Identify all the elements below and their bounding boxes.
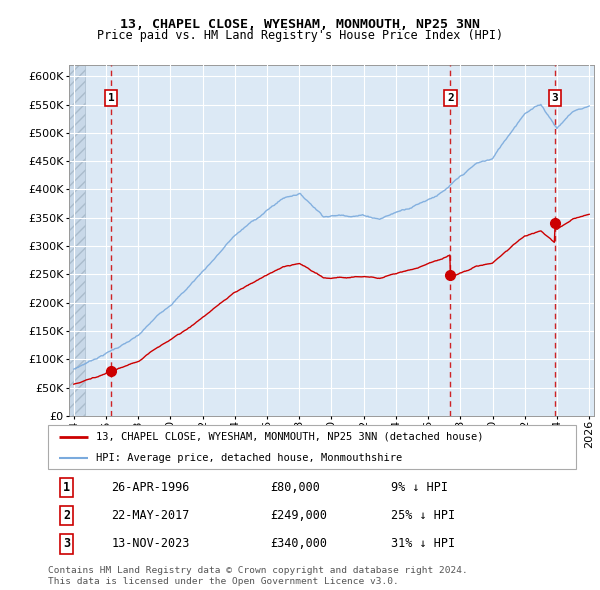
Text: 2: 2 — [63, 509, 70, 522]
Text: 26-APR-1996: 26-APR-1996 — [112, 481, 190, 494]
Text: £80,000: £80,000 — [270, 481, 320, 494]
Text: £249,000: £249,000 — [270, 509, 327, 522]
Text: 13, CHAPEL CLOSE, WYESHAM, MONMOUTH, NP25 3NN (detached house): 13, CHAPEL CLOSE, WYESHAM, MONMOUTH, NP2… — [95, 432, 483, 442]
Text: 31% ↓ HPI: 31% ↓ HPI — [391, 537, 455, 550]
Text: Contains HM Land Registry data © Crown copyright and database right 2024.
This d: Contains HM Land Registry data © Crown c… — [48, 566, 468, 586]
Text: HPI: Average price, detached house, Monmouthshire: HPI: Average price, detached house, Monm… — [95, 453, 402, 463]
Text: 22-MAY-2017: 22-MAY-2017 — [112, 509, 190, 522]
Text: Price paid vs. HM Land Registry's House Price Index (HPI): Price paid vs. HM Land Registry's House … — [97, 30, 503, 42]
Text: 1: 1 — [108, 93, 115, 103]
Text: 9% ↓ HPI: 9% ↓ HPI — [391, 481, 448, 494]
Bar — [69, 65, 85, 416]
Text: 13, CHAPEL CLOSE, WYESHAM, MONMOUTH, NP25 3NN: 13, CHAPEL CLOSE, WYESHAM, MONMOUTH, NP2… — [120, 18, 480, 31]
Text: 25% ↓ HPI: 25% ↓ HPI — [391, 509, 455, 522]
Text: 2: 2 — [447, 93, 454, 103]
Text: 1: 1 — [63, 481, 70, 494]
Text: 3: 3 — [551, 93, 558, 103]
Text: 13-NOV-2023: 13-NOV-2023 — [112, 537, 190, 550]
Text: £340,000: £340,000 — [270, 537, 327, 550]
Text: 3: 3 — [63, 537, 70, 550]
FancyBboxPatch shape — [48, 425, 576, 469]
